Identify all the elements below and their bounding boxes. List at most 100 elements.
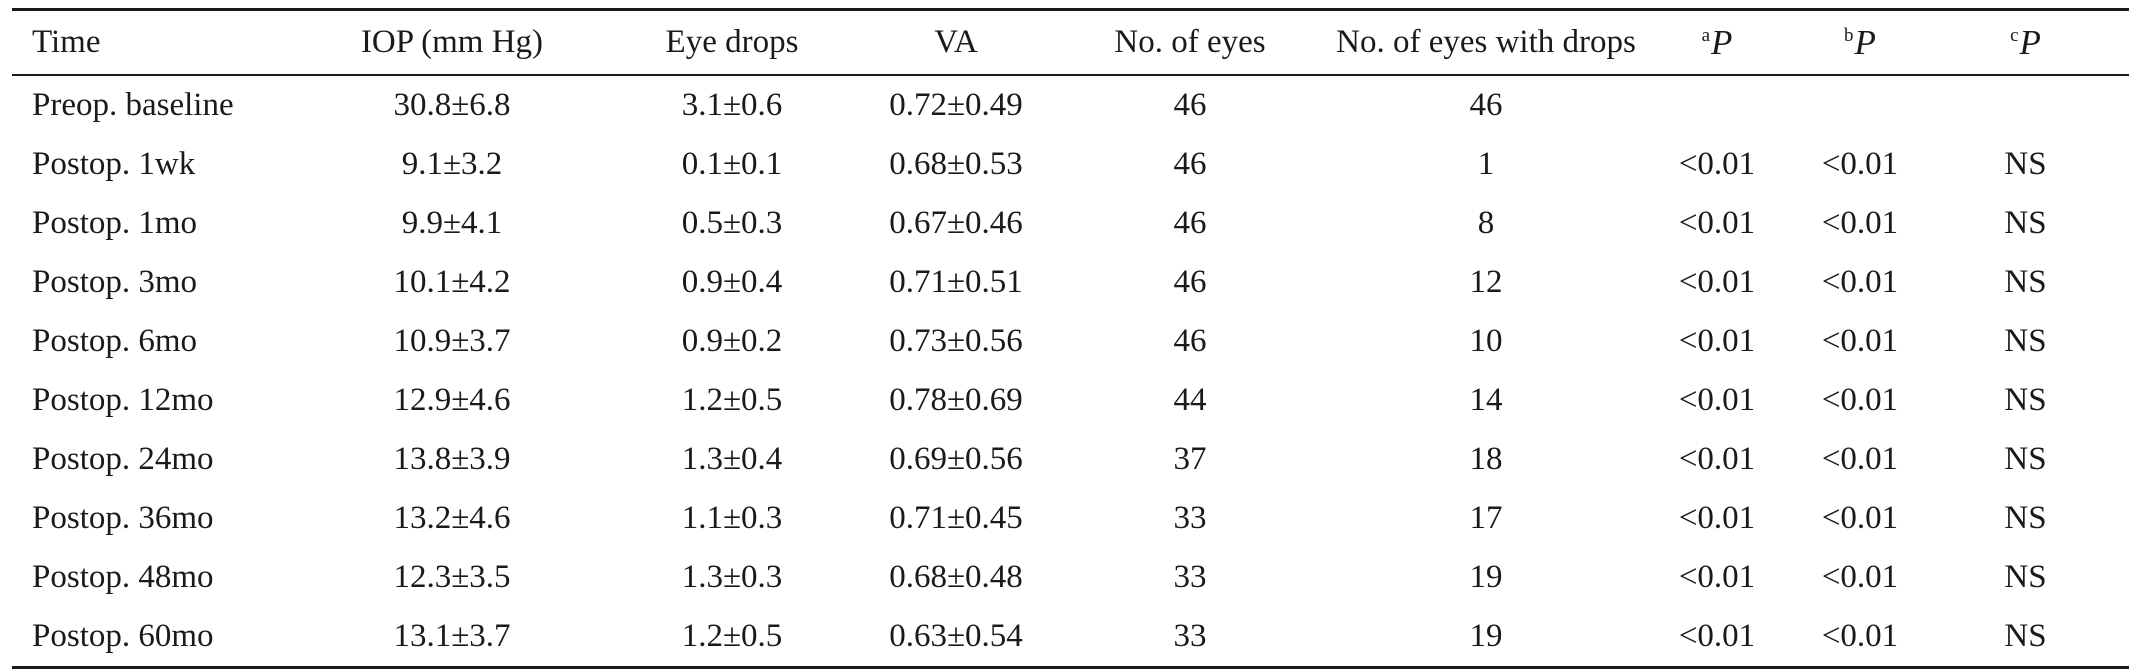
iop-cell: 12.9±4.6 <box>393 382 511 418</box>
p-c-cell: NS <box>2004 441 2047 477</box>
header-eye-drops: Eye drops <box>665 24 799 60</box>
eye-drops-cell: 0.9±0.4 <box>681 264 783 300</box>
header-p-b-superscript: b <box>1844 24 1854 46</box>
p-b-cell: <0.01 <box>1821 500 1899 536</box>
time-cell: Postop. 6mo <box>32 323 198 359</box>
p-b-cell: <0.01 <box>1821 264 1899 300</box>
iop-cell: 9.9±4.1 <box>401 205 503 241</box>
p-b-cell: <0.01 <box>1821 205 1899 241</box>
eye-drops-cell: 3.1±0.6 <box>681 87 783 123</box>
va-cell: 0.73±0.56 <box>889 323 1023 359</box>
no-eyes-with-drops-cell: 19 <box>1469 618 1503 654</box>
header-p-a-superscript: a <box>1701 24 1711 46</box>
p-a-cell: <0.01 <box>1678 618 1756 654</box>
p-b-cell <box>1798 75 1922 135</box>
p-a-cell <box>1636 75 1798 135</box>
header-va: VA <box>934 24 978 60</box>
header-iop: IOP (mm Hg) <box>360 24 544 60</box>
header-p-b-letter: P <box>1854 22 1876 62</box>
header-p-c-letter: P <box>2019 22 2041 62</box>
p-a-cell: <0.01 <box>1678 559 1756 595</box>
iop-cell: 30.8±6.8 <box>393 87 511 123</box>
iop-cell: 13.2±4.6 <box>393 500 511 536</box>
header-p-b: bP <box>1798 10 1922 76</box>
table-row: Postop. 3mo 10.1±4.2 0.9±0.4 0.71±0.51 46 12 <… <box>12 253 2129 312</box>
time-cell: Postop. 1wk <box>32 146 196 182</box>
eye-drops-cell: 1.2±0.5 <box>681 618 783 654</box>
va-cell: 0.72±0.49 <box>889 87 1023 123</box>
table-row: Postop. 6mo 10.9±3.7 0.9±0.2 0.73±0.56 46 10 <… <box>12 312 2129 371</box>
no-eyes-with-drops-cell: 10 <box>1469 323 1503 359</box>
p-a-cell: <0.01 <box>1678 205 1756 241</box>
p-c-cell: NS <box>2004 382 2047 418</box>
p-a-cell: <0.01 <box>1678 323 1756 359</box>
p-a-cell: <0.01 <box>1678 441 1756 477</box>
p-a-cell: <0.01 <box>1678 264 1756 300</box>
no-eyes-with-drops-cell: 14 <box>1469 382 1503 418</box>
iop-cell: 9.1±3.2 <box>401 146 503 182</box>
results-table: Time IOP (mm Hg) Eye drops VA No. of eye… <box>12 8 2129 669</box>
eye-drops-cell: 0.1±0.1 <box>681 146 783 182</box>
time-cell: Postop. 12mo <box>32 382 214 418</box>
eye-drops-cell: 0.9±0.2 <box>681 323 783 359</box>
p-c-cell: NS <box>2004 323 2047 359</box>
eye-drops-cell: 1.2±0.5 <box>681 382 783 418</box>
table-row: Postop. 1wk 9.1±3.2 0.1±0.1 0.68±0.53 46 1 <0.… <box>12 135 2129 194</box>
table-body: Preop. baseline 30.8±6.8 3.1±0.6 0.72±0.49 4… <box>12 75 2129 668</box>
header-time: Time <box>32 24 101 60</box>
p-b-cell: <0.01 <box>1821 618 1899 654</box>
header-p-c: cP <box>1922 10 2129 76</box>
no-eyes-cell: 33 <box>1173 618 1207 654</box>
p-a-cell: <0.01 <box>1678 500 1756 536</box>
no-eyes-with-drops-cell: 1 <box>1477 146 1495 182</box>
p-b-cell: <0.01 <box>1821 441 1899 477</box>
no-eyes-cell: 46 <box>1173 146 1207 182</box>
header-p-c-superscript: c <box>2010 24 2019 46</box>
table-row: Postop. 1mo 9.9±4.1 0.5±0.3 0.67±0.46 46 8 <0.… <box>12 194 2129 253</box>
va-cell: 0.68±0.53 <box>889 146 1023 182</box>
p-c-cell <box>1922 75 2129 135</box>
p-b-cell: <0.01 <box>1821 559 1899 595</box>
iop-cell: 10.1±4.2 <box>393 264 511 300</box>
iop-cell: 10.9±3.7 <box>393 323 511 359</box>
no-eyes-cell: 46 <box>1173 264 1207 300</box>
no-eyes-with-drops-cell: 18 <box>1469 441 1503 477</box>
no-eyes-with-drops-cell: 19 <box>1469 559 1503 595</box>
table-row: Postop. 36mo 13.2±4.6 1.1±0.3 0.71±0.45 33 17… <box>12 489 2129 548</box>
table-row: Preop. baseline 30.8±6.8 3.1±0.6 0.72±0.49 4… <box>12 75 2129 135</box>
header-row: Time IOP (mm Hg) Eye drops VA No. of eye… <box>12 9 2129 76</box>
va-cell: 0.71±0.45 <box>889 500 1023 536</box>
p-a-cell: <0.01 <box>1678 146 1756 182</box>
header-p-a-letter: P <box>1711 22 1733 62</box>
va-cell: 0.63±0.54 <box>889 618 1023 654</box>
eye-drops-cell: 0.5±0.3 <box>681 205 783 241</box>
va-cell: 0.68±0.48 <box>889 559 1023 595</box>
p-c-cell: NS <box>2004 500 2047 536</box>
table-row: Postop. 24mo 13.8±3.9 1.3±0.4 0.69±0.56 37 18… <box>12 430 2129 489</box>
header-no-eyes-with-drops: No. of eyes with drops <box>1336 24 1636 60</box>
p-c-cell: NS <box>2004 559 2047 595</box>
no-eyes-cell: 46 <box>1173 323 1207 359</box>
time-cell: Preop. baseline <box>32 87 234 123</box>
time-cell: Postop. 48mo <box>32 559 214 595</box>
eye-drops-cell: 1.3±0.4 <box>681 441 783 477</box>
eye-drops-cell: 1.3±0.3 <box>681 559 783 595</box>
p-c-cell: NS <box>2004 205 2047 241</box>
table-header: Time IOP (mm Hg) Eye drops VA No. of eye… <box>12 9 2129 76</box>
p-c-cell: NS <box>2004 264 2047 300</box>
header-p-a: aP <box>1636 10 1798 76</box>
no-eyes-with-drops-cell: 46 <box>1469 87 1503 123</box>
iop-cell: 13.8±3.9 <box>393 441 511 477</box>
no-eyes-with-drops-cell: 12 <box>1469 264 1503 300</box>
iop-cell: 13.1±3.7 <box>393 618 511 654</box>
p-a-cell: <0.01 <box>1678 382 1756 418</box>
va-cell: 0.71±0.51 <box>889 264 1023 300</box>
iop-cell: 12.3±3.5 <box>393 559 511 595</box>
p-c-cell: NS <box>2004 618 2047 654</box>
time-cell: Postop. 36mo <box>32 500 214 536</box>
va-cell: 0.67±0.46 <box>889 205 1023 241</box>
va-cell: 0.78±0.69 <box>889 382 1023 418</box>
eye-drops-cell: 1.1±0.3 <box>681 500 783 536</box>
table-row: Postop. 60mo 13.1±3.7 1.2±0.5 0.63±0.54 33 19… <box>12 607 2129 668</box>
